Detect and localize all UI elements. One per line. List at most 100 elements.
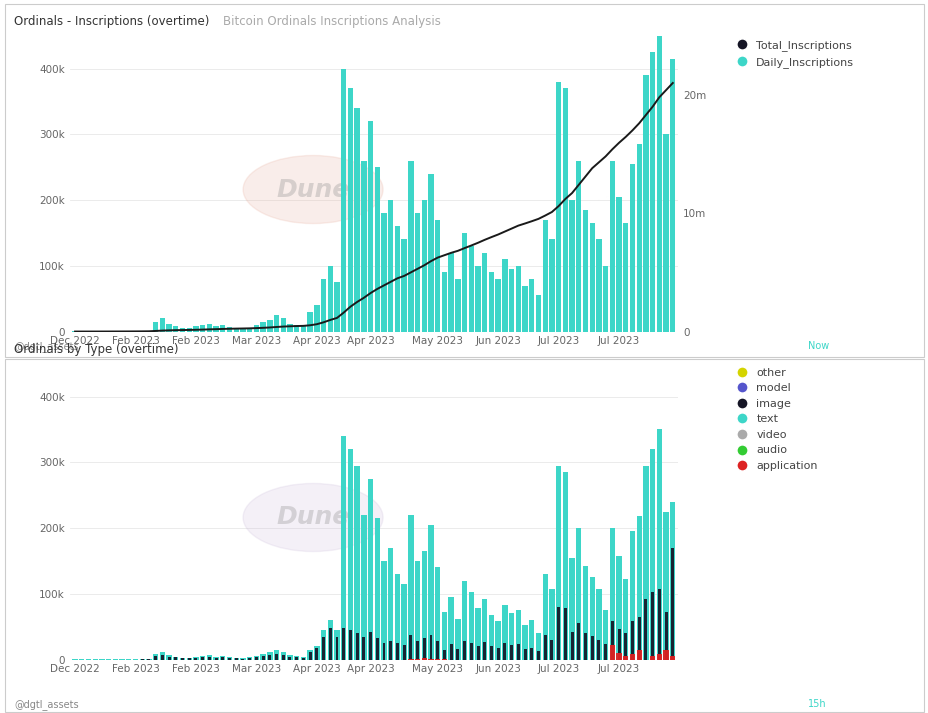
Bar bbox=[361, 515, 367, 660]
Bar bbox=[468, 593, 473, 660]
Bar bbox=[502, 605, 507, 660]
Bar bbox=[615, 556, 621, 660]
Bar bbox=[434, 220, 440, 332]
Bar bbox=[301, 327, 305, 332]
Bar bbox=[322, 637, 325, 660]
Bar bbox=[213, 657, 218, 660]
Bar bbox=[208, 657, 211, 660]
Bar bbox=[629, 164, 635, 332]
Bar bbox=[415, 561, 419, 660]
Bar bbox=[260, 322, 265, 332]
Bar bbox=[515, 610, 521, 660]
Bar bbox=[394, 574, 400, 660]
Bar bbox=[650, 52, 654, 332]
Bar bbox=[226, 657, 232, 660]
Bar bbox=[221, 657, 224, 660]
Bar bbox=[267, 319, 272, 332]
Circle shape bbox=[243, 155, 382, 224]
Bar bbox=[630, 622, 633, 660]
Text: 15h: 15h bbox=[807, 699, 826, 709]
Bar bbox=[536, 651, 539, 660]
Bar bbox=[609, 645, 614, 660]
Bar bbox=[515, 266, 521, 332]
Bar bbox=[154, 656, 157, 660]
Bar bbox=[576, 622, 580, 660]
Bar bbox=[483, 642, 485, 660]
Bar bbox=[320, 630, 326, 660]
Bar bbox=[650, 449, 654, 660]
Bar bbox=[275, 654, 277, 660]
Bar bbox=[213, 327, 218, 332]
Bar bbox=[496, 647, 499, 660]
Bar bbox=[664, 612, 667, 660]
Bar bbox=[470, 643, 472, 660]
Bar bbox=[201, 657, 204, 660]
Bar bbox=[461, 580, 467, 660]
Bar bbox=[555, 466, 561, 660]
Bar bbox=[669, 58, 675, 332]
Bar bbox=[368, 632, 371, 660]
Bar bbox=[160, 652, 165, 660]
Bar bbox=[488, 615, 494, 660]
Bar bbox=[488, 272, 494, 332]
Bar bbox=[349, 630, 352, 660]
Bar bbox=[401, 584, 406, 660]
Bar bbox=[611, 622, 613, 660]
Bar bbox=[602, 266, 608, 332]
Bar bbox=[523, 649, 526, 660]
Bar bbox=[637, 617, 640, 660]
Bar bbox=[522, 285, 527, 332]
Bar bbox=[468, 246, 473, 332]
Bar bbox=[535, 295, 541, 332]
Bar bbox=[187, 657, 192, 660]
Bar bbox=[274, 315, 279, 332]
Bar bbox=[347, 88, 353, 332]
Bar bbox=[187, 327, 192, 332]
Bar bbox=[161, 655, 163, 660]
Bar bbox=[262, 656, 264, 660]
Bar bbox=[314, 647, 319, 660]
Bar bbox=[475, 266, 480, 332]
Bar bbox=[173, 327, 178, 332]
Bar bbox=[584, 633, 586, 660]
Bar bbox=[461, 233, 467, 332]
Bar bbox=[543, 635, 546, 660]
Bar bbox=[394, 226, 400, 332]
Bar bbox=[636, 144, 641, 332]
Bar bbox=[293, 325, 299, 332]
Bar bbox=[455, 279, 460, 332]
Text: Ordinals - Inscriptions (overtime): Ordinals - Inscriptions (overtime) bbox=[14, 15, 209, 28]
Bar bbox=[180, 328, 185, 332]
Bar bbox=[529, 620, 534, 660]
Bar bbox=[596, 588, 601, 660]
Bar bbox=[227, 658, 231, 660]
Text: Bitcoin Ordinals Inscriptions Analysis: Bitcoin Ordinals Inscriptions Analysis bbox=[223, 15, 441, 28]
Bar bbox=[240, 329, 245, 332]
Bar bbox=[663, 650, 668, 660]
Bar bbox=[289, 657, 291, 660]
Bar bbox=[509, 645, 512, 660]
Bar bbox=[389, 641, 392, 660]
Bar bbox=[401, 240, 406, 332]
Bar bbox=[388, 548, 393, 660]
Bar bbox=[254, 657, 258, 660]
Bar bbox=[636, 650, 641, 660]
Bar bbox=[267, 652, 272, 660]
Bar bbox=[301, 657, 305, 660]
Bar bbox=[233, 657, 238, 660]
Bar bbox=[530, 647, 533, 660]
Bar bbox=[187, 658, 190, 660]
Bar bbox=[361, 160, 367, 332]
Bar bbox=[295, 657, 298, 660]
Bar bbox=[421, 658, 427, 660]
Bar bbox=[374, 518, 380, 660]
Bar bbox=[194, 657, 198, 660]
Bar bbox=[624, 633, 626, 660]
Bar bbox=[200, 325, 205, 332]
Text: @dgtl_assets: @dgtl_assets bbox=[14, 699, 79, 710]
Bar bbox=[253, 325, 259, 332]
Bar bbox=[226, 327, 232, 332]
Bar bbox=[307, 650, 313, 660]
Bar bbox=[582, 210, 587, 332]
Bar bbox=[220, 325, 226, 332]
